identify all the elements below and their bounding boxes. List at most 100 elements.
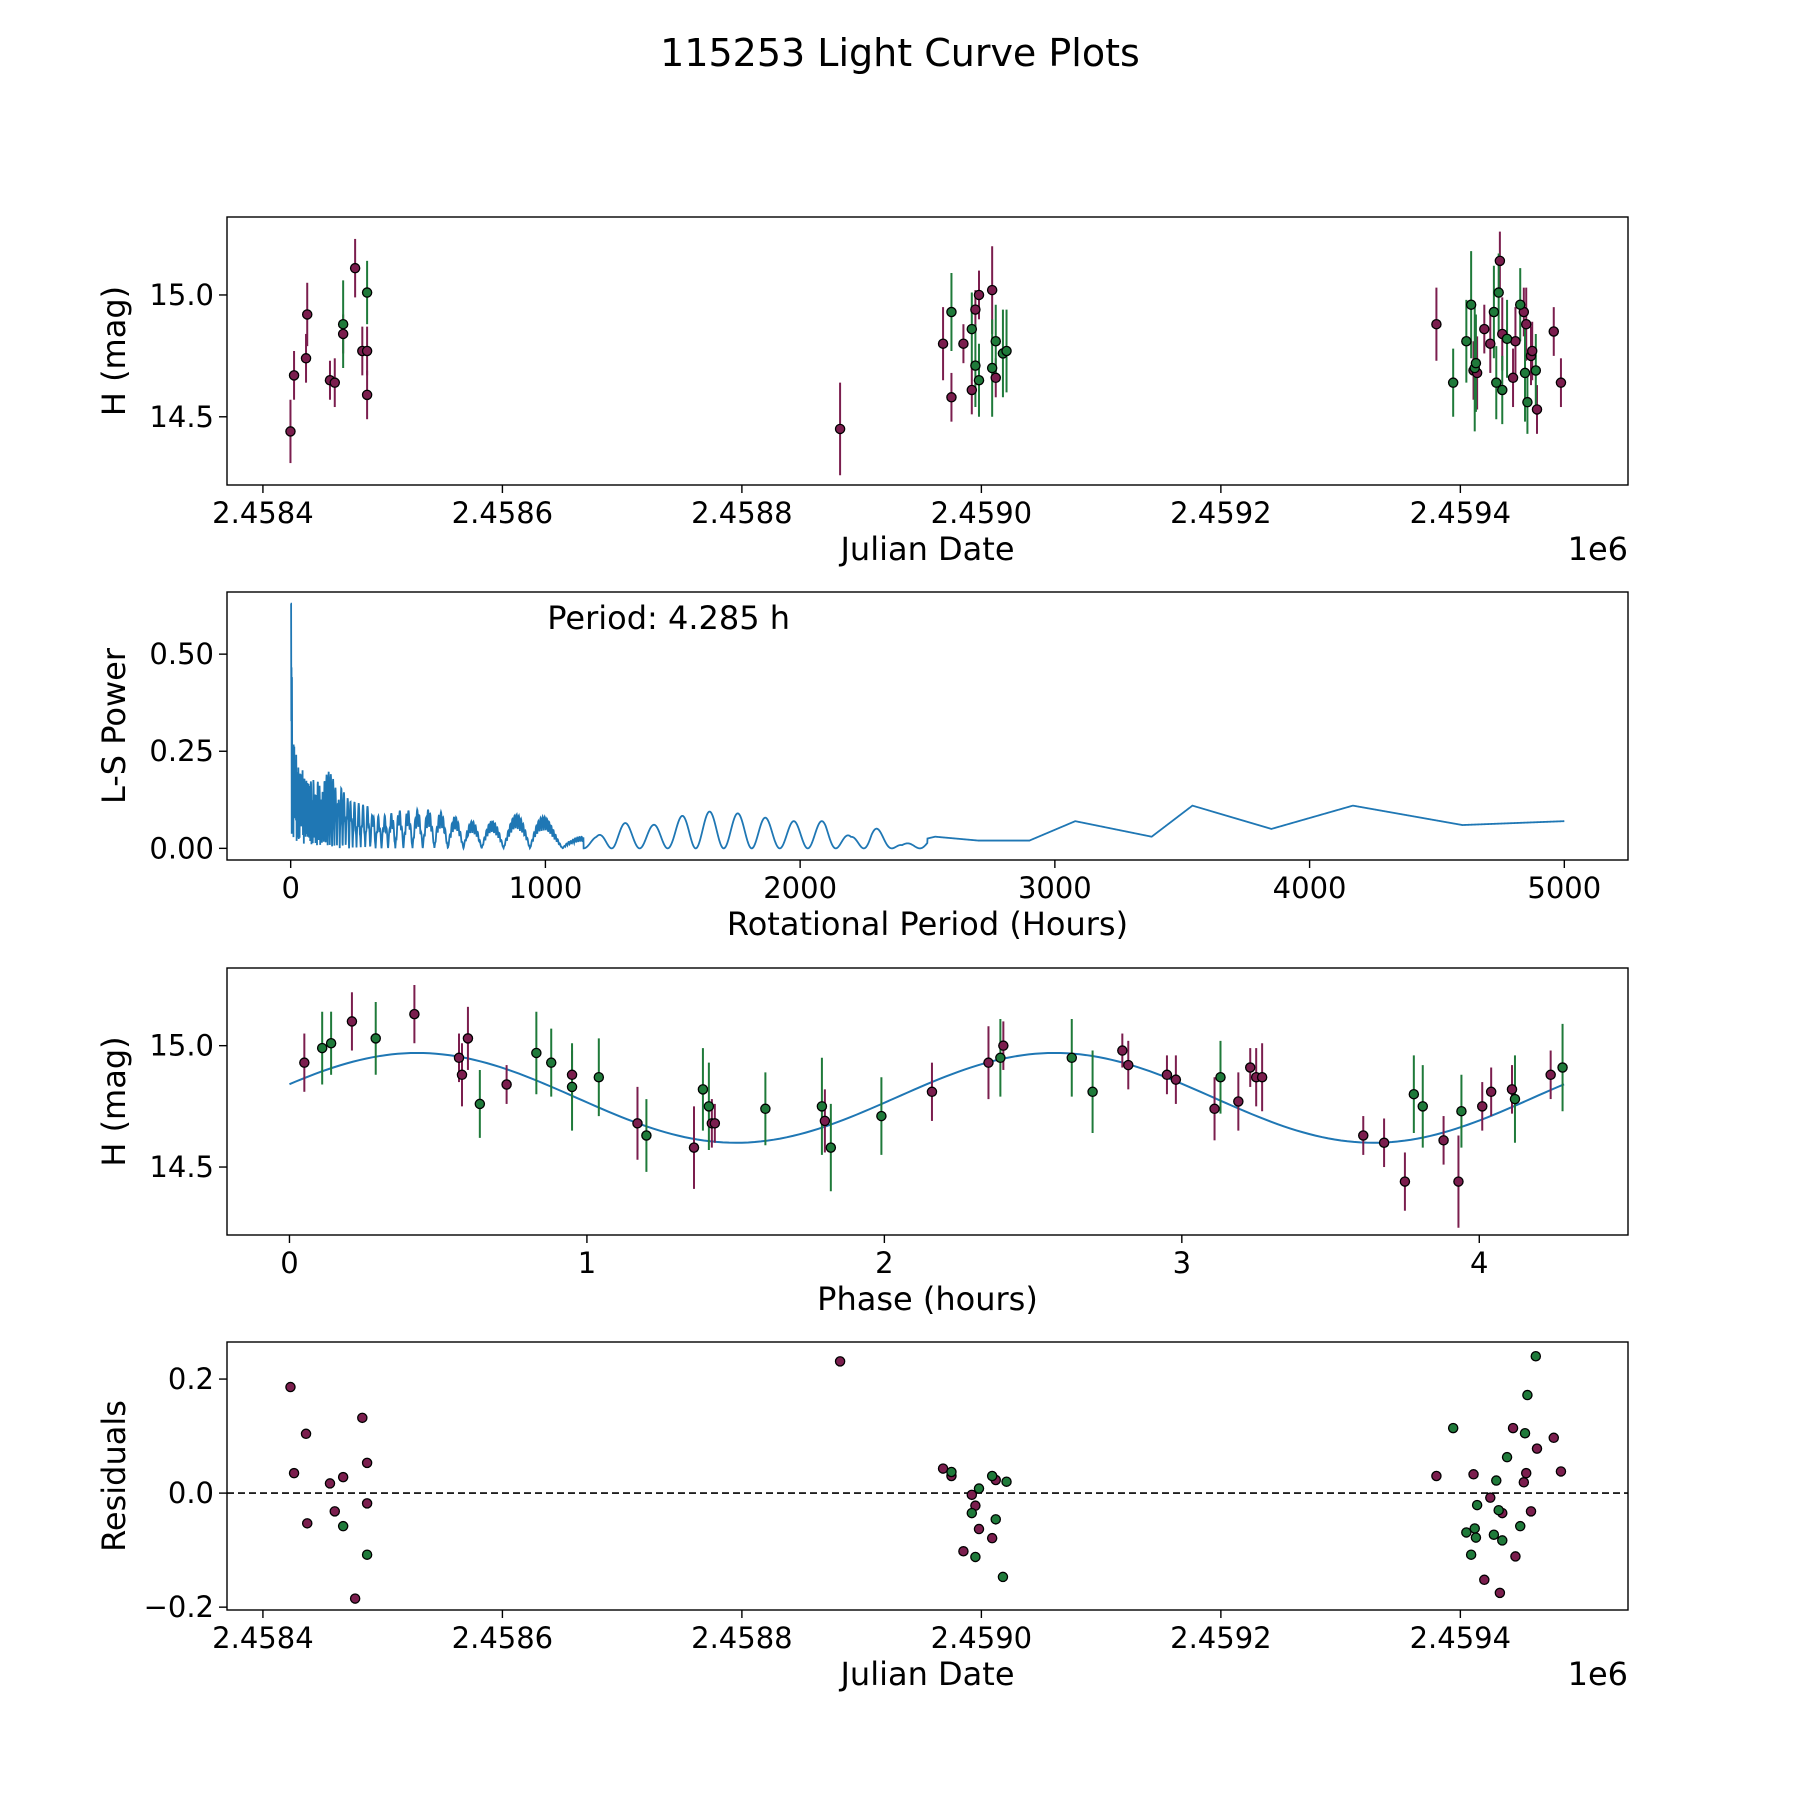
data-point-maroon: [361, 345, 373, 357]
data-point-green: [816, 1101, 828, 1112]
data-point-green: [1497, 1535, 1508, 1546]
data-point-maroon: [1494, 1587, 1506, 1599]
data-point-maroon: [361, 1457, 373, 1469]
data-point-green: [876, 1110, 887, 1122]
data-point-maroon: [329, 1506, 341, 1517]
data-layer: [227, 1351, 1628, 1604]
data-point-maroon: [456, 1069, 468, 1081]
data-point-maroon: [986, 284, 998, 296]
y-tick-label: 14.5: [149, 400, 214, 434]
y-tick-label: 14.5: [149, 1150, 214, 1184]
y-tick-label: 0.0: [168, 1476, 214, 1510]
data-point-maroon: [409, 1008, 420, 1020]
data-point-green: [1066, 1052, 1078, 1064]
x-tick-label: 1: [578, 1246, 596, 1280]
data-point-maroon: [1476, 1101, 1488, 1112]
data-point-maroon: [998, 1040, 1009, 1051]
subplot-lightcurve: 2.4584 2.4586 2.4588 2.4590 2.4592 2.4594 14.5…: [95, 216, 1629, 568]
data-point-maroon: [1479, 323, 1490, 335]
y-tick-label: 0.00: [149, 831, 214, 865]
data-point-maroon: [1485, 1086, 1497, 1098]
data-point-maroon: [288, 1467, 300, 1479]
axes-frame: [226, 967, 1629, 1236]
data-point-maroon: [349, 262, 361, 274]
x-tick-label: 1000: [509, 871, 583, 905]
y-tick-label: 15.0: [149, 278, 214, 312]
data-point-maroon: [300, 353, 312, 364]
x-tick-label: 0: [281, 871, 299, 905]
best-period-annotation: Period: 4.285 h: [547, 599, 790, 637]
data-point-green: [1461, 1527, 1472, 1538]
data-point-maroon: [1526, 345, 1538, 357]
data-point-green: [760, 1103, 771, 1115]
data-point-green: [1514, 299, 1526, 310]
data-point-maroon: [966, 384, 978, 396]
data-point-green: [1465, 299, 1477, 310]
data-point-maroon: [688, 1142, 700, 1153]
data-point-maroon: [1507, 372, 1519, 384]
y-tick-label: 15.0: [149, 1029, 214, 1063]
data-point-maroon: [983, 1057, 994, 1068]
data-point-maroon: [361, 1498, 373, 1509]
data-point-maroon: [1485, 338, 1496, 349]
data-point-green: [474, 1098, 486, 1110]
data-point-maroon: [1399, 1176, 1411, 1187]
data-point-green: [1471, 1499, 1483, 1511]
data-point-green: [1001, 1476, 1012, 1487]
data-point-maroon: [973, 1523, 985, 1535]
data-point-maroon: [1531, 404, 1543, 415]
data-point-maroon: [1531, 1443, 1543, 1454]
y-axis-label: H (mag): [95, 286, 133, 416]
data-point-maroon: [346, 1016, 358, 1027]
data-point-green: [361, 1549, 373, 1560]
data-point-maroon: [1468, 1469, 1479, 1480]
subplots: 2.4584 2.4586 2.4588 2.4590 2.4592 2.4594 14.5…: [95, 216, 1629, 1693]
data-point-green: [370, 1033, 381, 1044]
data-point-maroon: [1507, 1422, 1519, 1434]
data-point-maroon: [1520, 318, 1532, 330]
subplot-phased: 0 1 2 3 4 14.5 15.0 Phase (hours) H (mag): [95, 967, 1629, 1318]
data-point-green: [946, 1466, 957, 1478]
data-point-green: [1509, 1093, 1521, 1105]
data-point-maroon: [1555, 1466, 1567, 1477]
data-point-maroon: [361, 389, 373, 401]
data-point-maroon: [453, 1052, 465, 1064]
data-point-maroon: [1485, 1492, 1496, 1503]
y-tick-label: 0.50: [149, 637, 214, 671]
data-point-maroon: [1233, 1096, 1244, 1107]
data-point-green: [531, 1047, 542, 1059]
data-point-maroon: [834, 1356, 846, 1367]
x-tick-label: 5000: [1527, 871, 1601, 905]
data-point-maroon: [1378, 1137, 1390, 1149]
data-point-green: [1530, 1351, 1542, 1362]
data-point-maroon: [1479, 1574, 1490, 1586]
data-point-maroon: [819, 1115, 831, 1127]
data-point-green: [1493, 1504, 1504, 1516]
data-point-maroon: [337, 328, 349, 340]
data-point-green: [986, 362, 998, 374]
data-point-maroon: [946, 392, 957, 403]
data-point-maroon: [1256, 1071, 1268, 1083]
data-layer: [289, 984, 1568, 1228]
data-point-green: [1557, 1062, 1568, 1073]
data-point-maroon: [970, 304, 981, 315]
data-point-maroon: [1545, 1069, 1556, 1081]
data-point-maroon: [301, 309, 313, 320]
data-point-maroon: [958, 1546, 969, 1557]
data-point-green: [1456, 1105, 1467, 1117]
data-point-maroon: [1117, 1045, 1128, 1056]
data-point-maroon: [1431, 318, 1442, 330]
data-point-green: [946, 306, 957, 318]
x-tick-label: 2.4592: [1170, 496, 1271, 530]
data-point-maroon: [966, 1489, 978, 1501]
y-tick-label: 0.2: [168, 1362, 214, 1396]
data-point-green: [1461, 336, 1472, 347]
data-point-green: [966, 323, 978, 335]
data-point-green: [593, 1071, 605, 1083]
data-point-green: [990, 1514, 1002, 1525]
data-point-maroon: [1555, 377, 1567, 388]
data-point-green: [697, 1084, 709, 1095]
x-tick-label: 2.4586: [452, 496, 553, 530]
data-point-maroon: [1494, 255, 1506, 267]
data-point-green: [1491, 1475, 1502, 1486]
